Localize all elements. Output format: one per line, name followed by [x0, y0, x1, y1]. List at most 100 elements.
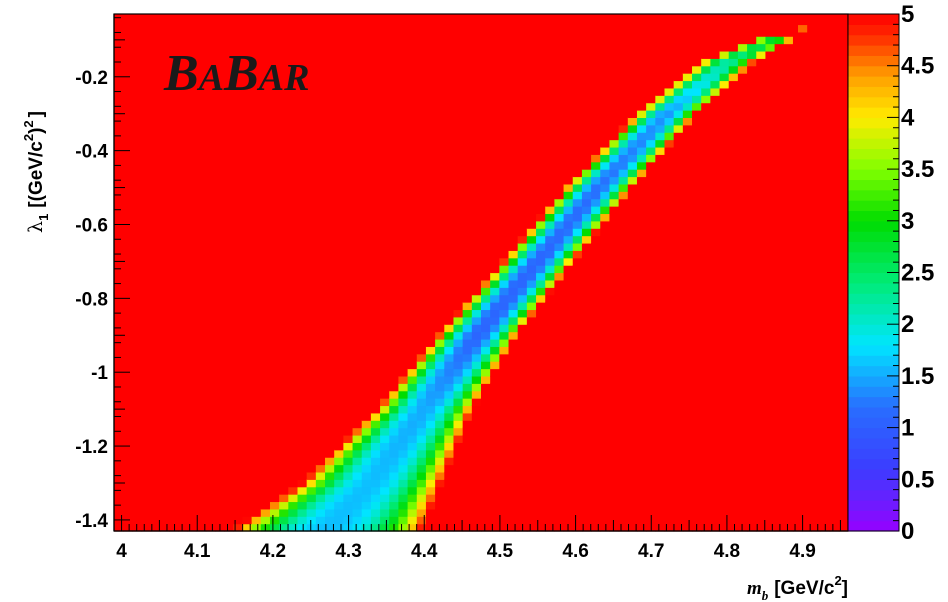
heatmap-cell [196, 412, 207, 421]
heatmap-cell [196, 176, 207, 185]
heatmap-cell [114, 80, 124, 89]
heatmap-cell [673, 228, 684, 237]
heatmap-cell [398, 87, 409, 96]
heatmap-cell [279, 383, 289, 392]
heatmap-cell [545, 161, 555, 170]
heatmap-cell [728, 442, 739, 451]
heatmap-cell [554, 183, 565, 192]
heatmap-cell [618, 73, 629, 82]
heatmap-cell [692, 146, 702, 155]
heatmap-cell [490, 154, 500, 163]
heatmap-cell [159, 36, 170, 45]
heatmap-cell [251, 58, 262, 67]
heatmap-cell [425, 309, 436, 318]
heatmap-cell [370, 302, 381, 311]
heatmap-cell [425, 501, 436, 510]
heatmap-cell [737, 368, 748, 377]
heatmap-cell [692, 183, 702, 192]
heatmap-cell [306, 102, 317, 111]
heatmap-cell [389, 442, 400, 451]
heatmap-cell [508, 516, 519, 525]
heatmap-cell [187, 471, 198, 480]
heatmap-cell [334, 287, 344, 296]
heatmap-cell [517, 338, 528, 347]
heatmap-cell [132, 169, 143, 178]
heatmap-cell [141, 309, 152, 318]
heatmap-cell [728, 206, 739, 215]
heatmap-cell [297, 169, 308, 178]
heatmap-cell [343, 110, 354, 118]
heatmap-cell [260, 338, 271, 347]
heatmap-cell [526, 87, 537, 96]
heatmap-cell [636, 14, 647, 22]
heatmap-cell [609, 235, 620, 244]
heatmap-cell [536, 479, 546, 488]
heatmap-cell [609, 102, 620, 111]
heatmap-cell [737, 427, 748, 436]
heatmap-cell [591, 346, 601, 355]
heatmap-cell [618, 21, 629, 30]
heatmap-cell [297, 353, 308, 362]
heatmap-cell [499, 383, 510, 392]
heatmap-cell [765, 346, 776, 355]
heatmap-cell [756, 420, 767, 429]
heatmap-cell [536, 80, 546, 89]
heatmap-cell [728, 294, 739, 303]
heatmap-cell [563, 302, 574, 311]
heatmap-cell [325, 198, 335, 207]
heatmap-cell [132, 368, 143, 377]
heatmap-cell [398, 405, 409, 414]
heatmap-cell [288, 324, 299, 333]
heatmap-cell [361, 132, 372, 141]
heatmap-cell [398, 139, 409, 148]
heatmap-cell [664, 132, 675, 141]
heatmap-cell [361, 235, 372, 244]
heatmap-cell [517, 272, 528, 281]
heatmap-cell [627, 183, 638, 192]
heatmap-cell [132, 198, 143, 207]
heatmap-cell [159, 228, 170, 237]
heatmap-cell [618, 420, 629, 429]
heatmap-cell [159, 427, 170, 436]
heatmap-cell [150, 501, 161, 510]
heatmap-cell [627, 309, 638, 318]
heatmap-cell [609, 146, 620, 155]
heatmap-cell [554, 464, 565, 473]
heatmap-cell [536, 464, 546, 473]
heatmap-cell [655, 464, 666, 473]
heatmap-cell [618, 87, 629, 96]
heatmap-cell [618, 361, 629, 370]
heatmap-cell [499, 338, 510, 347]
heatmap-cell [306, 235, 317, 244]
heatmap-cell [508, 14, 519, 22]
heatmap-cell [756, 449, 767, 458]
heatmap-cell [178, 228, 189, 237]
heatmap-cell [636, 132, 647, 141]
heatmap-cell [306, 228, 317, 237]
heatmap-cell [526, 36, 537, 45]
heatmap-cell [260, 132, 271, 141]
heatmap-cell [517, 471, 528, 480]
heatmap-cell [196, 471, 207, 480]
heatmap-cell [600, 302, 611, 311]
heatmap-cell [563, 220, 574, 229]
heatmap-cell [425, 257, 436, 266]
heatmap-cell [343, 102, 354, 111]
heatmap-cell [132, 353, 143, 362]
heatmap-cell [664, 58, 675, 67]
heatmap-cell [572, 338, 583, 347]
heatmap-cell [627, 110, 638, 118]
heatmap-cell [499, 228, 510, 237]
heatmap-cell [499, 302, 510, 311]
heatmap-cell [187, 464, 198, 473]
heatmap-cell [636, 346, 647, 355]
heatmap-cell [334, 405, 344, 414]
heatmap-cell [581, 242, 592, 251]
heatmap-cell [306, 405, 317, 414]
heatmap-cell [719, 139, 730, 148]
heatmap-cell [141, 434, 152, 443]
heatmap-cell [609, 43, 620, 52]
heatmap-cell [536, 294, 546, 303]
heatmap-cell [508, 427, 519, 436]
heatmap-cell [481, 58, 491, 67]
